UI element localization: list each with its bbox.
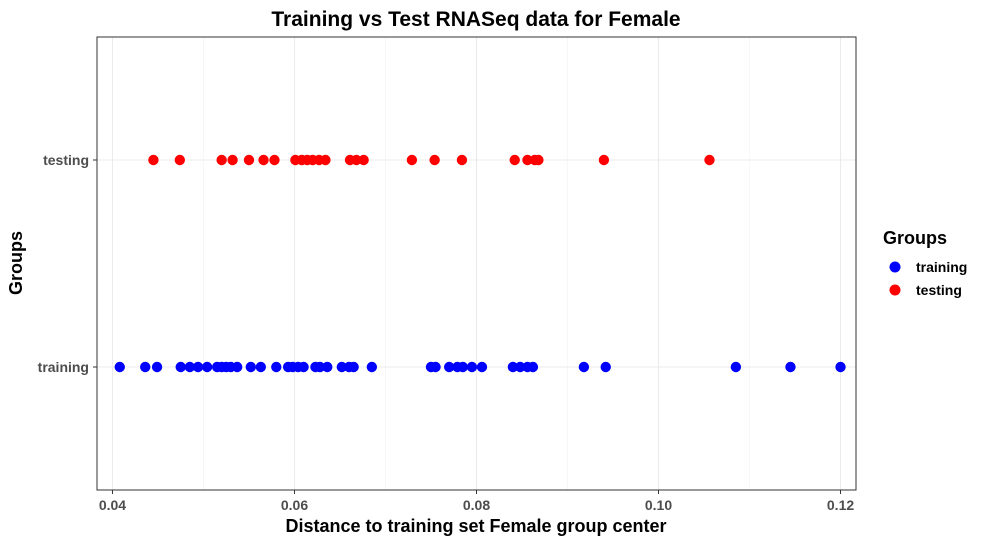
testing-point [351,154,362,166]
x-tick-label: 0.08 [463,497,490,513]
chart-title: Training vs Test RNASeq data for Female [271,8,680,31]
training-point [730,361,742,373]
testing-point [258,154,269,166]
testing-point [406,154,418,166]
testing-point [598,154,610,166]
training-point [600,361,611,373]
training-point [578,361,590,373]
legend-label-training: training [916,259,967,275]
training-point [231,361,243,373]
x-axis-title: Distance to training set Female group ce… [285,516,666,536]
y-tick-label-training: training [38,359,89,375]
y-axis-title: Groups [6,231,26,295]
x-tick-label: 0.10 [645,497,672,513]
x-tick-label: 0.12 [827,497,854,513]
training-point [298,361,309,373]
training-point [192,361,204,373]
testing-point [243,154,255,166]
testing-point [509,154,520,166]
training-point [201,361,213,373]
training-point [175,361,186,373]
training-point [336,361,348,373]
training-point [348,361,359,373]
x-tick-label: 0.06 [281,497,308,513]
legend-label-testing: testing [916,282,962,298]
training-point [457,361,469,373]
training-point [271,361,282,373]
training-point [476,361,488,373]
y-tick-label-testing: testing [43,152,89,168]
training-point [785,361,796,373]
legend: Groups training testing [883,228,967,298]
legend-key-training [889,261,901,273]
testing-point [216,154,227,166]
testing-point [429,154,440,166]
training-point [366,361,378,373]
testing-point [174,154,186,166]
testing-point [533,154,544,166]
testing-point [227,154,238,166]
training-point [245,361,257,373]
training-point [140,361,151,373]
training-point [151,361,163,373]
x-tick-label: 0.04 [99,497,126,513]
legend-title: Groups [883,228,947,248]
training-point [430,361,441,373]
testing-point [320,154,331,166]
testing-point [358,154,369,166]
data-points [114,154,846,373]
x-axis-ticks: 0.04 0.06 0.08 0.10 0.12 [99,490,854,513]
y-axis-ticks: training testing [38,152,97,375]
training-point [835,361,846,373]
training-point [314,361,326,373]
testing-point [704,154,715,166]
training-point [514,361,526,373]
testing-point [456,154,468,166]
grid-lines [97,37,856,490]
training-point [255,361,267,373]
training-point [184,361,196,373]
training-point [443,361,455,373]
training-point [507,361,519,373]
training-point [527,361,539,373]
testing-point [269,154,280,166]
testing-point [148,154,159,166]
testing-point [522,154,533,166]
legend-key-testing [889,284,901,296]
training-point [114,361,125,373]
training-point [466,361,478,373]
training-point [322,361,333,373]
